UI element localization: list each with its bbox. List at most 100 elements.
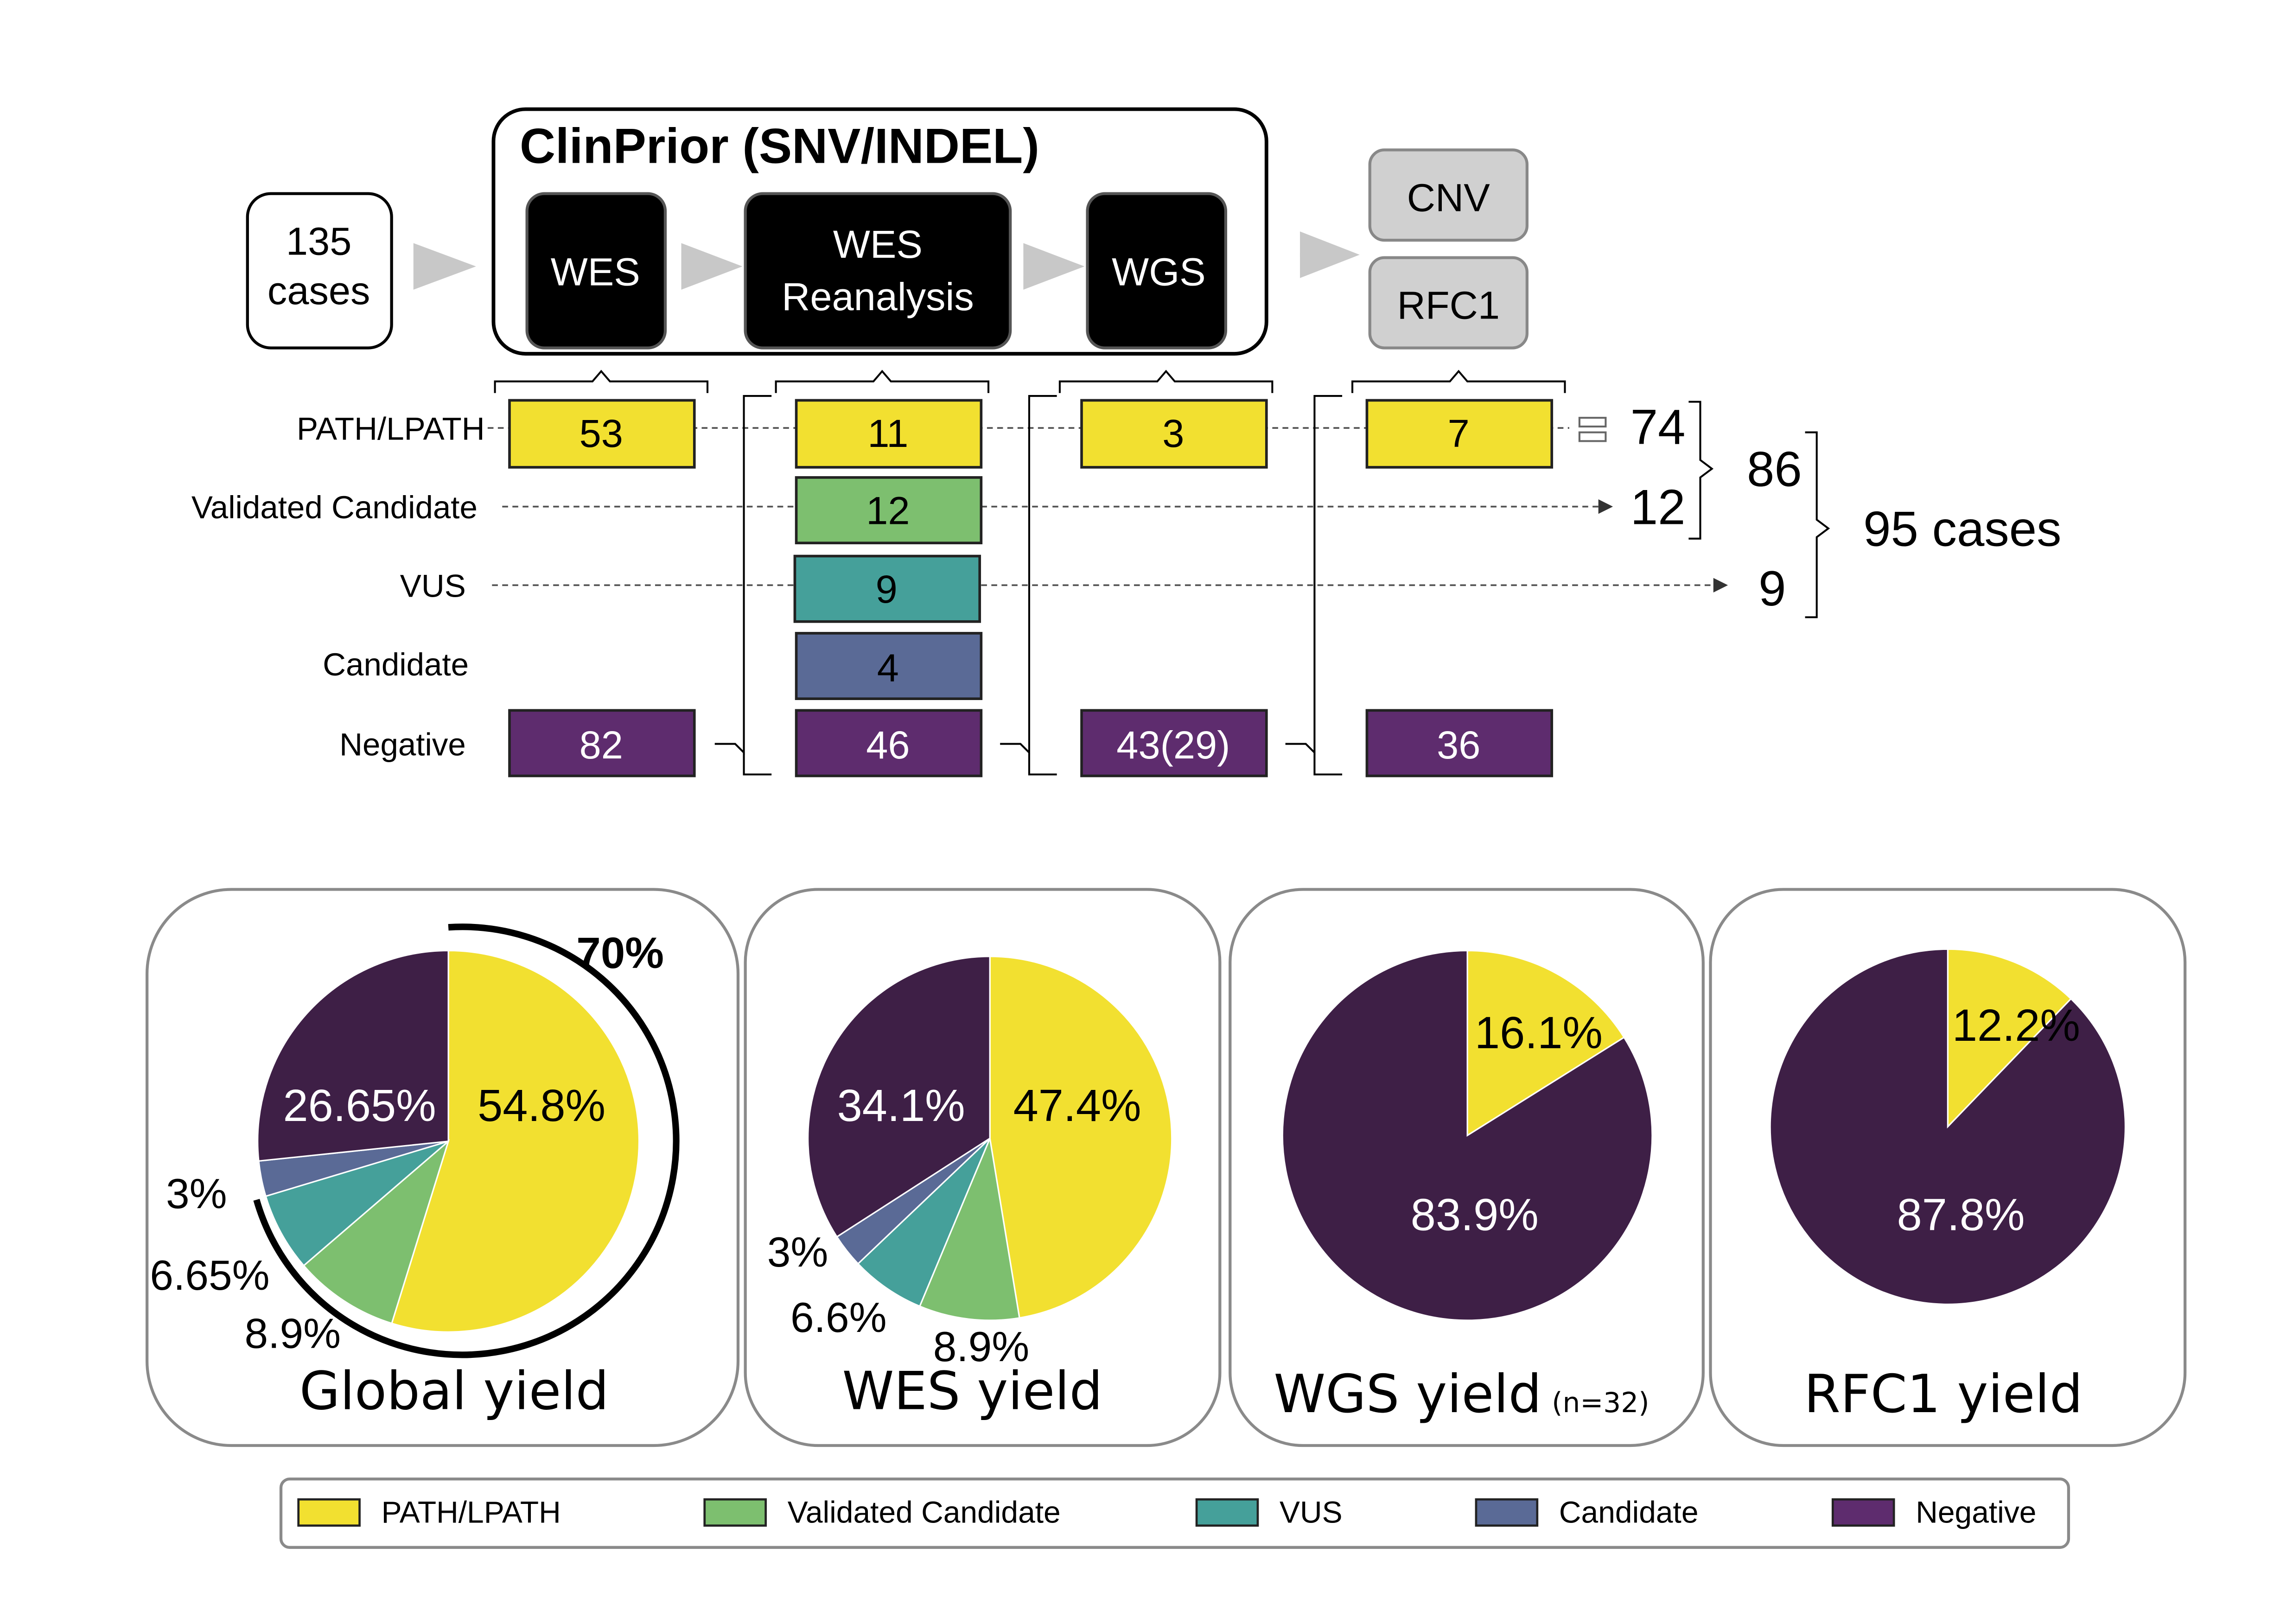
row-label-negative: Negative [339, 726, 466, 763]
vus-cell [793, 554, 981, 623]
pie-slice-path-lpath [390, 949, 640, 1333]
step-wgs-label: WGS [1112, 249, 1205, 293]
negative-value-wes: 82 [580, 723, 623, 767]
arrow-head-icon [1713, 578, 1728, 592]
pie-slice-path-lpath [1466, 949, 1625, 1137]
vus-value: 9 [876, 567, 898, 611]
legend-label-validated: Validated Candidate [788, 1495, 1061, 1529]
wes-title: WES yield [842, 1361, 1103, 1422]
wes-label-path: 47.4% [1013, 1080, 1141, 1131]
row-label-validated: Validated Candidate [191, 489, 478, 525]
pie-slice-negative [807, 955, 991, 1238]
global-title: Global yield [299, 1361, 609, 1422]
pie-charts [257, 948, 2126, 1333]
negative-value-cnv-rfc1: 36 [1437, 723, 1480, 767]
arrow-head-icon [1598, 499, 1613, 514]
global-label-candidate: 3% [166, 1171, 227, 1217]
input-count: 135 [286, 219, 351, 263]
legend-label-path: PATH/LPATH [382, 1495, 561, 1529]
global-annotation: 70% [576, 929, 664, 977]
path-value-reanalysis: 11 [867, 411, 908, 455]
pie-slice-vus [857, 1138, 991, 1307]
legend-label-vus: VUS [1280, 1495, 1343, 1529]
pie-slice-validated-candidate [302, 1139, 450, 1325]
pie-slice-vus [265, 1140, 449, 1267]
path-cell-cnv-rfc1 [1365, 399, 1554, 469]
negative-value-reanalysis: 46 [866, 723, 910, 767]
pie-slice-negative [257, 949, 449, 1162]
legend-swatch-path [297, 1498, 361, 1527]
global-label-validated: 8.9% [245, 1311, 341, 1357]
legend-label-candidate: Candidate [1559, 1495, 1699, 1529]
step-wgs [1086, 192, 1228, 350]
arrow-icon [1023, 243, 1085, 290]
arrow-icon [681, 243, 743, 290]
wgs-title: WGS yield [1274, 1363, 1541, 1425]
vus-total: 9 [1758, 560, 1786, 616]
input-box [246, 192, 393, 350]
pipeline: 135 cases ClinPrior (SNV/INDEL) WES WES … [246, 107, 1529, 356]
equals-icon [1578, 417, 1607, 442]
row-label-vus: VUS [400, 567, 466, 604]
row-label-path: PATH/LPATH [297, 410, 485, 446]
legend-swatch-candidate [1475, 1498, 1539, 1527]
total-braces [1688, 401, 1830, 618]
step-reanalysis-label-2: Reanalysis [782, 274, 974, 318]
negative-cell-cnv-rfc1 [1365, 709, 1554, 777]
legend-swatch-validated [703, 1498, 767, 1527]
step-rfc1-label: RFC1 [1397, 283, 1500, 327]
wgs-subtitle: (n=32) [1552, 1387, 1649, 1419]
step-reanalysis-label-1: WES [833, 222, 923, 266]
legend-swatch-vus [1195, 1498, 1259, 1527]
flow-braces [714, 395, 1343, 776]
global-label-negative: 26.65% [283, 1080, 436, 1131]
rfc1-title: RFC1 yield [1804, 1363, 2083, 1425]
all-total: 95 cases [1863, 501, 2061, 556]
step-rfc1 [1368, 256, 1529, 350]
pie-slice-validated-candidate [918, 1135, 1020, 1321]
pie-slice-negative [1281, 949, 1653, 1321]
path-cell-reanalysis [795, 399, 983, 469]
wes-label-negative: 34.1% [837, 1080, 965, 1131]
legend-box [279, 1478, 2070, 1549]
pie-labels: 54.8% 26.65% 3% 6.65% 8.9% 47.4% 34.1% 3… [150, 1000, 2080, 1370]
legend: PATH/LPATH Validated Candidate VUS Candi… [279, 1478, 2070, 1549]
global-label-vus: 6.65% [150, 1252, 269, 1299]
step-wes-reanalysis [744, 192, 1012, 350]
wes-label-vus: 6.6% [790, 1294, 887, 1341]
pie-titles: Global yield WES yield WGS yield (n=32) … [299, 1361, 2083, 1425]
clinprior-title: ClinPrior (SNV/INDEL) [520, 118, 1039, 174]
legend-label-negative: Negative [1916, 1495, 2036, 1529]
legend-swatch-negative [1831, 1498, 1895, 1527]
arrow-icon [413, 243, 476, 290]
wgs-label-negative: 83.9% [1411, 1189, 1539, 1240]
input-unit: cases [267, 268, 370, 312]
step-wes-label: WES [551, 249, 640, 293]
path-total: 74 [1630, 399, 1686, 455]
step-wes [525, 192, 667, 350]
solved-total: 86 [1747, 441, 1802, 497]
negative-cell-reanalysis [795, 709, 983, 777]
validated-value: 12 [866, 488, 910, 532]
global-label-path: 54.8% [478, 1080, 605, 1131]
validated-cell [795, 476, 983, 545]
validated-total: 12 [1630, 479, 1686, 535]
step-cnv [1368, 148, 1529, 242]
wgs-label-path: 16.1% [1475, 1007, 1603, 1058]
negative-cell-wes [508, 709, 696, 777]
step-braces [494, 369, 1566, 393]
path-value-wgs: 3 [1162, 411, 1184, 455]
wes-label-validated: 8.9% [933, 1324, 1030, 1370]
yield-arc [253, 923, 680, 1358]
rfc1-label-path: 12.2% [1952, 1000, 2080, 1051]
pie-slice-negative [1769, 948, 2126, 1306]
arrow-icon [1300, 231, 1360, 278]
candidate-value: 4 [877, 646, 899, 690]
row-label-candidate: Candidate [323, 646, 469, 682]
path-cell-wgs [1080, 399, 1268, 469]
pie-slice-path-lpath [1947, 948, 2072, 1129]
negative-value-wgs: 43(29) [1116, 723, 1230, 767]
wes-label-candidate: 3% [767, 1229, 828, 1276]
